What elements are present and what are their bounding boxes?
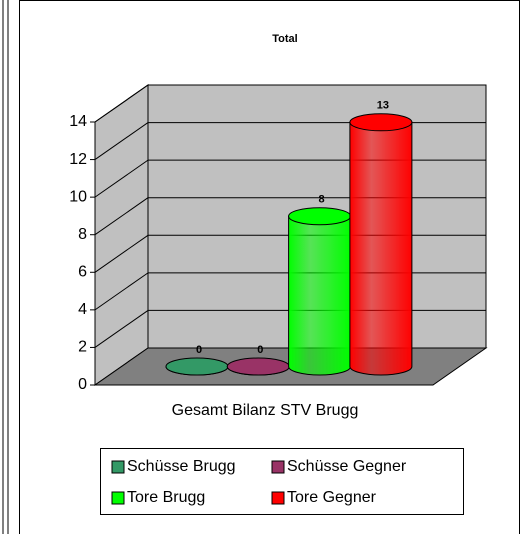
legend-label: Tore Brugg bbox=[127, 489, 205, 506]
cylinder-top bbox=[349, 113, 413, 132]
legend-label: Schüsse Gegner bbox=[287, 458, 407, 475]
y-tick-label: 8 bbox=[78, 226, 87, 243]
data-label: 0 bbox=[196, 344, 202, 356]
cylinder-top bbox=[226, 357, 290, 376]
grid-line bbox=[94, 272, 149, 311]
y-tick-label: 2 bbox=[78, 339, 87, 356]
y-tick-label: 4 bbox=[78, 301, 87, 318]
side-wall bbox=[94, 84, 149, 386]
y-tick-label: 10 bbox=[69, 188, 87, 205]
grid-line bbox=[94, 122, 149, 160]
y-tick-label: 14 bbox=[69, 113, 87, 130]
data-label: 13 bbox=[377, 100, 389, 112]
grid-line bbox=[94, 310, 149, 348]
data-label: 8 bbox=[319, 194, 325, 206]
grid-line bbox=[94, 84, 149, 123]
legend-swatch bbox=[111, 460, 125, 474]
cylinder-top bbox=[165, 357, 229, 376]
y-tick-label: 12 bbox=[69, 151, 87, 168]
grid-line bbox=[94, 197, 149, 236]
x-tick-label: Gesamt Bilanz STV Brugg bbox=[172, 402, 359, 419]
cylinder-body bbox=[349, 121, 413, 376]
grid-line bbox=[94, 234, 149, 273]
y-tick-label: 0 bbox=[78, 376, 87, 393]
legend-swatch bbox=[271, 491, 285, 505]
legend-label: Tore Gegner bbox=[287, 489, 377, 506]
legend-swatch bbox=[271, 460, 285, 474]
grid-line bbox=[94, 159, 149, 198]
cylinder-body bbox=[288, 215, 352, 376]
data-label: 0 bbox=[257, 344, 263, 356]
legend-label: Schüsse Brugg bbox=[127, 458, 236, 475]
cylinder-top bbox=[288, 207, 352, 226]
y-tick-label: 6 bbox=[78, 264, 87, 281]
legend-swatch bbox=[111, 491, 125, 505]
chart-title: Total bbox=[272, 33, 297, 45]
